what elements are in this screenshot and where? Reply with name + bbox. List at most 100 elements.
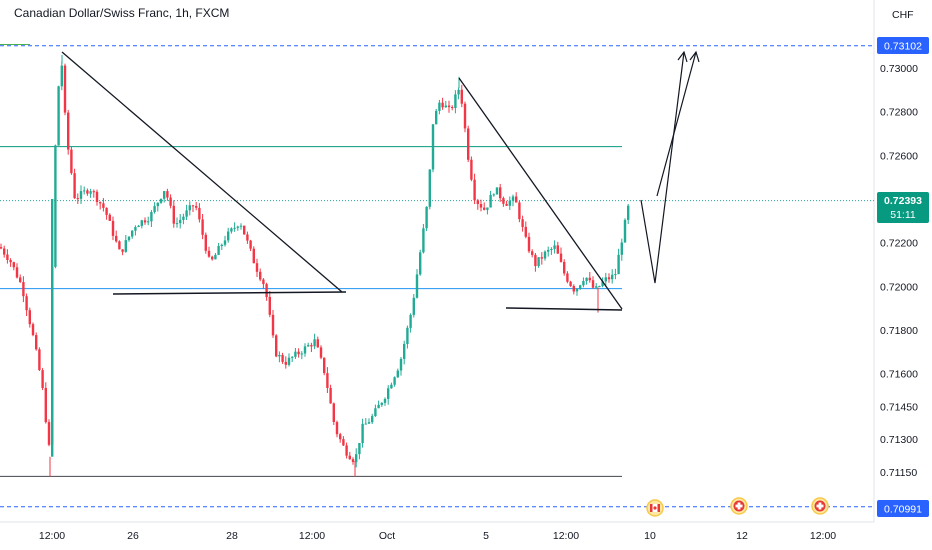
candle-body <box>351 459 355 462</box>
candle-body <box>60 65 63 87</box>
candle-body <box>435 110 438 125</box>
badge-bottom: 0.70991 <box>877 500 929 517</box>
candle-body <box>591 280 595 288</box>
candle-body <box>95 191 99 202</box>
candle-body <box>396 370 399 378</box>
candle-body <box>3 248 6 255</box>
candle-body <box>553 245 556 249</box>
candle-body <box>521 219 524 227</box>
candle-body <box>92 191 95 193</box>
candle-body <box>380 402 383 405</box>
candle-body <box>531 251 534 255</box>
candle-body <box>431 124 435 170</box>
arrowhead-2 <box>689 50 700 63</box>
candle-body <box>595 286 598 288</box>
price-tick-label: 0.71800 <box>880 325 918 337</box>
candle-body <box>255 263 259 272</box>
candle-body <box>486 207 489 210</box>
candle-body <box>239 225 243 227</box>
candle-body <box>54 145 57 267</box>
candle-body <box>147 221 150 223</box>
candle-body <box>284 361 287 365</box>
candle-body <box>476 200 479 204</box>
event-marker-swiss-1[interactable] <box>730 497 748 515</box>
candle-body <box>399 358 403 371</box>
arrowhead-1 <box>677 50 688 63</box>
candle-body <box>607 277 611 280</box>
candle-body <box>547 250 550 252</box>
candle-body <box>287 357 291 365</box>
support-line-2[interactable] <box>505 307 623 311</box>
event-marker-canada[interactable] <box>646 499 664 517</box>
candle-body <box>233 227 236 229</box>
candle-body <box>518 202 521 220</box>
event-marker-swiss-2[interactable] <box>811 497 829 515</box>
candle-body <box>166 191 169 198</box>
candle-body <box>57 86 60 146</box>
candle-body <box>489 194 492 208</box>
candle-body <box>524 226 527 237</box>
candle-body <box>12 262 15 268</box>
chart-title: Canadian Dollar/Swiss Franc, 1h, FXCM <box>14 6 230 20</box>
candle-body <box>294 351 297 357</box>
candle-body <box>540 257 543 259</box>
projection-path-1[interactable] <box>640 51 685 284</box>
candle-body <box>572 286 575 292</box>
time-axis[interactable]: 12:00 26 28 12:00 Oct 5 12:00 10 12 12:00 <box>39 530 836 542</box>
badge-top-label: 0.73102 <box>884 41 922 53</box>
candle-body <box>76 198 79 200</box>
candle-body <box>63 65 67 113</box>
candle-body <box>9 260 12 263</box>
candle-body <box>163 191 166 199</box>
candle-body <box>207 250 211 257</box>
candle-body <box>303 346 307 354</box>
candle-body <box>220 244 223 246</box>
price-tick-label: 0.73000 <box>880 63 918 75</box>
candle-body <box>227 231 230 241</box>
candle-body <box>297 351 300 355</box>
candle-body <box>335 422 339 435</box>
candle-body <box>582 281 585 286</box>
candle-body <box>217 246 220 255</box>
time-tick-label: 12:00 <box>553 530 579 542</box>
price-axis[interactable]: CHF 0.73000 0.72800 0.72600 0.72200 0.72000 0… <box>880 9 918 479</box>
candle-body <box>28 310 31 325</box>
candle-body <box>252 248 255 264</box>
candle-body <box>195 206 198 208</box>
candle-body <box>460 89 463 104</box>
price-tick-label: 0.71450 <box>880 402 918 414</box>
time-tick-label: 12 <box>736 530 748 542</box>
candle-body <box>409 314 412 328</box>
candle-body <box>316 339 319 348</box>
candle-body <box>124 240 127 252</box>
candle-body <box>428 169 431 207</box>
candle-body <box>585 277 588 281</box>
candle-body <box>22 282 25 297</box>
price-tick-label: 0.72200 <box>880 238 918 250</box>
candle-body <box>393 377 396 385</box>
candle-body <box>467 128 470 160</box>
candle-body <box>617 254 620 275</box>
candle-body <box>447 105 451 108</box>
candle-body <box>319 347 323 358</box>
horizontal-levels[interactable] <box>0 44 874 508</box>
candle-body <box>143 220 147 223</box>
candle-body <box>454 94 457 108</box>
projection-path-2[interactable] <box>656 51 697 197</box>
candle-body <box>38 349 41 371</box>
time-tick-label: 12:00 <box>299 530 325 542</box>
candle-body <box>559 253 563 262</box>
candle-body <box>214 254 217 260</box>
candle-body <box>73 173 76 199</box>
trendline-1[interactable] <box>61 51 343 293</box>
candle-body <box>47 422 51 445</box>
time-tick-label: 28 <box>226 530 238 542</box>
drawings[interactable] <box>61 50 700 311</box>
trendline-2[interactable] <box>458 77 623 310</box>
candle-body <box>230 228 233 232</box>
candle-body <box>374 408 377 417</box>
support-line-1[interactable] <box>112 291 347 295</box>
candle-body <box>470 159 473 180</box>
candle-body <box>371 416 374 423</box>
